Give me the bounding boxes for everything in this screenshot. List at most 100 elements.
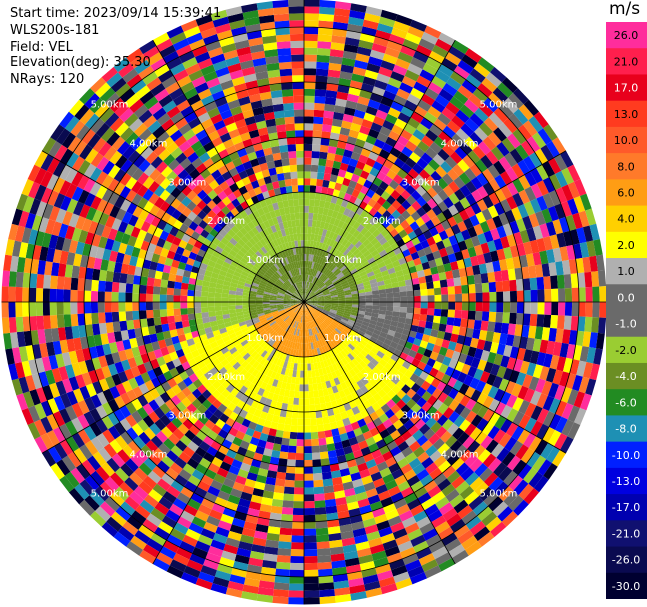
velocity-gate <box>266 327 274 335</box>
velocity-gate <box>166 534 183 548</box>
velocity-gate <box>374 325 383 332</box>
velocity-gate <box>194 82 209 94</box>
velocity-gate <box>400 219 410 230</box>
velocity-gate <box>311 268 315 276</box>
velocity-gate <box>317 305 324 309</box>
velocity-gate <box>247 212 256 222</box>
velocity-gate <box>320 137 330 146</box>
velocity-gate <box>43 315 52 330</box>
velocity-gate <box>399 243 409 253</box>
velocity-gate <box>103 202 115 216</box>
velocity-gate <box>340 214 348 223</box>
velocity-gate <box>260 566 276 576</box>
velocity-gate <box>291 542 304 550</box>
velocity-gate <box>316 382 323 391</box>
velocity-gate <box>446 317 455 326</box>
velocity-gate <box>53 395 66 412</box>
velocity-gate <box>245 251 253 259</box>
velocity-gate <box>75 124 91 141</box>
velocity-gate <box>336 383 344 392</box>
velocity-gate <box>68 213 80 228</box>
velocity-gate <box>336 212 344 221</box>
velocity-gate <box>398 317 406 324</box>
velocity-gate <box>290 299 298 301</box>
velocity-gate <box>348 235 356 244</box>
velocity-gate <box>434 222 445 234</box>
velocity-gate <box>481 282 490 293</box>
velocity-gate <box>114 122 129 137</box>
velocity-gate <box>176 75 192 88</box>
velocity-gate <box>85 324 94 337</box>
velocity-gate <box>229 312 237 318</box>
velocity-gate <box>318 228 324 236</box>
velocity-gate <box>409 373 420 383</box>
velocity-gate <box>247 366 256 375</box>
velocity-gate <box>278 290 286 295</box>
velocity-gate <box>330 307 338 311</box>
velocity-gate <box>400 374 410 385</box>
velocity-gate <box>323 306 331 310</box>
velocity-gate <box>304 297 310 302</box>
velocity-gate <box>145 151 159 164</box>
velocity-gate <box>337 291 345 295</box>
velocity-gate <box>305 281 308 289</box>
velocity-gate <box>350 391 359 401</box>
velocity-gate <box>120 159 134 173</box>
velocity-gate <box>391 260 401 268</box>
velocity-gate <box>589 255 599 272</box>
velocity-gate <box>262 359 270 368</box>
velocity-gate <box>279 236 285 245</box>
velocity-gate <box>100 333 109 345</box>
velocity-gate <box>178 239 188 249</box>
velocity-gate <box>324 429 333 438</box>
velocity-gate <box>291 376 297 385</box>
velocity-gate <box>104 291 112 302</box>
velocity-gate <box>350 268 358 275</box>
velocity-gate <box>311 157 320 166</box>
velocity-gate <box>242 267 251 274</box>
velocity-gate <box>243 224 252 233</box>
velocity-gate <box>191 205 202 216</box>
velocity-gate <box>259 396 268 405</box>
velocity-gate <box>466 275 475 285</box>
velocity-gate <box>558 288 566 302</box>
velocity-gate <box>304 164 312 172</box>
velocity-gate <box>380 583 398 595</box>
velocity-gate <box>77 174 90 190</box>
velocity-gate <box>504 209 516 224</box>
velocity-gate <box>197 88 212 100</box>
velocity-gate <box>314 192 322 201</box>
velocity-gate <box>482 302 490 312</box>
velocity-gate <box>409 413 421 425</box>
velocity-gate <box>567 181 580 199</box>
velocity-gate <box>249 550 265 561</box>
velocity-gate <box>470 389 482 402</box>
velocity-gate <box>310 178 317 186</box>
velocity-gate <box>476 339 486 351</box>
velocity-gate <box>315 220 322 229</box>
velocity-gate <box>325 90 338 99</box>
velocity-gate <box>437 391 449 404</box>
velocity-gate <box>543 276 552 290</box>
velocity-gate <box>555 261 564 276</box>
velocity-gate <box>3 332 13 350</box>
velocity-gate <box>181 407 193 419</box>
velocity-gate <box>523 349 533 363</box>
velocity-gate <box>94 506 111 522</box>
velocity-gate <box>401 209 411 220</box>
velocity-gate <box>166 565 184 579</box>
velocity-gate <box>304 20 319 28</box>
velocity-gate <box>286 271 292 279</box>
velocity-gate <box>546 340 556 355</box>
velocity-gate <box>415 376 426 387</box>
velocity-gate <box>351 406 361 416</box>
velocity-gate <box>470 202 482 215</box>
velocity-gate <box>294 306 300 313</box>
velocity-gate <box>165 360 176 371</box>
velocity-gate <box>554 154 568 171</box>
velocity-gate <box>435 426 448 439</box>
velocity-gate <box>415 263 424 272</box>
velocity-gate <box>223 407 233 418</box>
velocity-gate <box>319 451 329 460</box>
velocity-gate <box>360 349 369 358</box>
